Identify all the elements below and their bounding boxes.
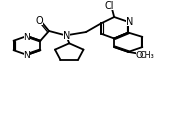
Text: N: N	[126, 17, 133, 27]
Text: O: O	[136, 51, 143, 60]
Text: CH₃: CH₃	[140, 51, 154, 60]
Text: N: N	[24, 51, 30, 60]
Text: O: O	[35, 16, 43, 26]
Text: N: N	[63, 30, 70, 40]
Text: Cl: Cl	[104, 1, 114, 11]
Text: N: N	[24, 32, 30, 41]
